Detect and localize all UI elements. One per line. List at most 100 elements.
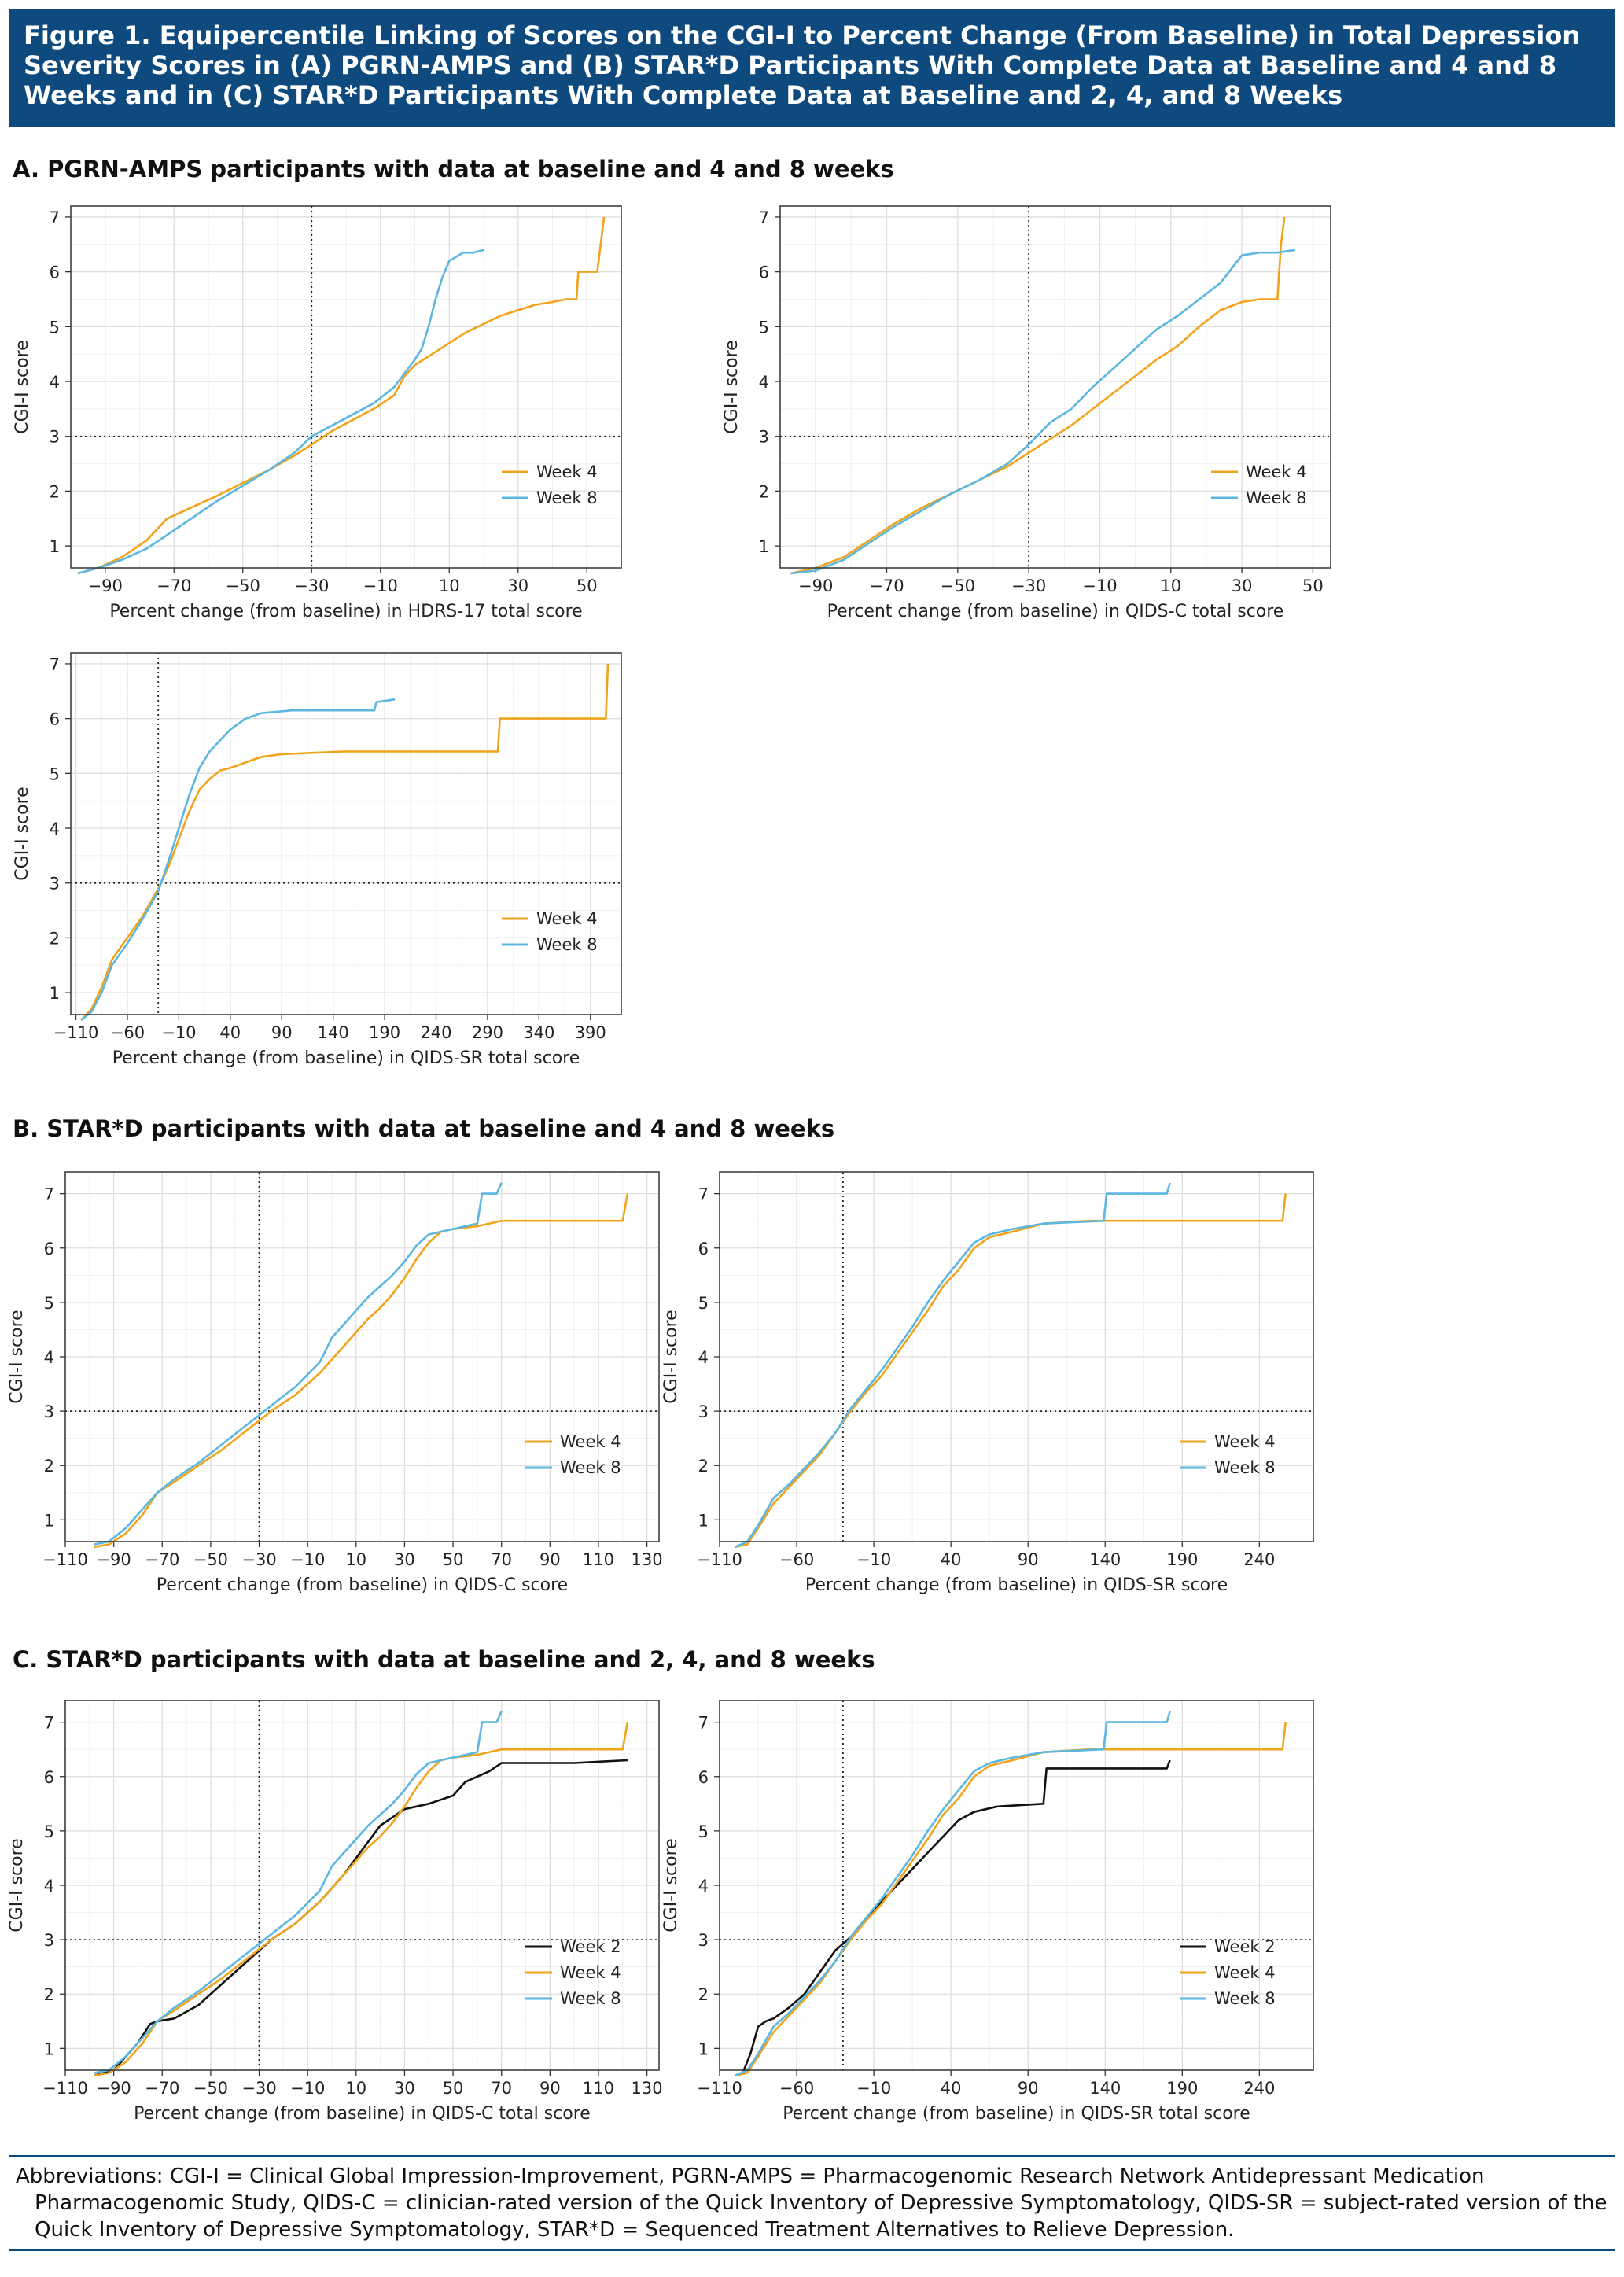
y-tick-label: 7 <box>759 208 769 227</box>
x-tick-label: −90 <box>798 577 833 595</box>
series-line-week-4 <box>77 216 606 575</box>
x-tick-label: 30 <box>394 2079 415 2098</box>
x-tick-label: 30 <box>507 577 528 595</box>
y-tick-label: 7 <box>698 1185 709 1204</box>
y-tick-label: 2 <box>759 482 769 501</box>
y-tick-label: 2 <box>50 929 60 948</box>
y-tick-label: 6 <box>50 710 60 729</box>
y-tick-label: 6 <box>759 263 769 282</box>
plot-border <box>64 1171 660 1542</box>
x-tick-label: 40 <box>941 2079 962 2098</box>
y-tick-label: 6 <box>44 1240 54 1258</box>
x-tick-label: 190 <box>1166 2079 1198 2098</box>
y-tick-label: 5 <box>44 1822 54 1841</box>
x-tick-label: −110 <box>42 2079 88 2098</box>
x-axis-title: Percent change (from baseline) in QIDS-S… <box>805 1575 1228 1595</box>
x-tick-label: 110 <box>583 2079 614 2098</box>
plot-border <box>70 652 622 1015</box>
x-tick-label: 110 <box>583 1550 614 1569</box>
x-tick-label: −70 <box>869 577 904 595</box>
plot-border <box>64 1700 660 2071</box>
y-axis-title: CGI-I score <box>661 1310 681 1403</box>
series-line-week-4 <box>735 1193 1287 1549</box>
x-tick-label: 10 <box>345 2079 366 2098</box>
plot-border <box>70 205 622 569</box>
legend-label: Week 2 <box>560 1937 621 1956</box>
x-axis-title: Percent change (from baseline) in QIDS-S… <box>783 2104 1250 2124</box>
x-tick-label: 30 <box>394 1550 415 1569</box>
x-tick-label: 10 <box>1160 577 1181 595</box>
y-tick-label: 2 <box>44 1985 54 2004</box>
x-tick-label: 10 <box>345 1550 366 1569</box>
legend-label: Week 8 <box>560 1458 621 1477</box>
y-tick-label: 1 <box>44 1511 54 1530</box>
y-tick-label: 3 <box>44 1402 54 1421</box>
x-tick-label: −60 <box>779 1550 814 1569</box>
y-tick-label: 4 <box>50 373 60 392</box>
x-tick-label: 30 <box>1232 577 1253 595</box>
series-line-week-4 <box>80 663 609 1021</box>
x-tick-label: 140 <box>1089 1550 1121 1569</box>
footnote-text: Abbreviations: CGI-I = Clinical Global I… <box>16 2165 1607 2242</box>
chart-a-qidsc: −90 −70 −50 −30 −10 10 30 50 1 2 3 4 5 6 7 Percent chan… <box>722 205 1331 621</box>
y-tick-label: 2 <box>50 482 60 501</box>
series-line-week-2 <box>94 1759 628 2077</box>
y-tick-label: 4 <box>698 1877 709 1896</box>
x-tick-label: −60 <box>779 2079 814 2098</box>
y-tick-label: 7 <box>44 1714 54 1733</box>
x-axis-title: Percent change (from baseline) in QIDS-C… <box>157 1575 568 1595</box>
y-axis-title: CGI-I score <box>7 1310 27 1403</box>
series-line-week-4 <box>790 216 1286 575</box>
y-tick-label: 5 <box>44 1294 54 1313</box>
chart-c-qidssr: −110 −60 −10 40 90 140 190 240 1 2 3 4 5 6 7 Percent ch… <box>661 1700 1314 2124</box>
series-line-week-4 <box>94 1193 629 1549</box>
figure-title: Figure 1. Equipercentile Linking of Scor… <box>9 9 1615 127</box>
y-tick-label: 2 <box>698 1457 709 1476</box>
x-tick-label: 190 <box>369 1023 400 1042</box>
y-axis-title: CGI-I score <box>7 1838 27 1932</box>
x-tick-label: 130 <box>632 2079 663 2098</box>
y-tick-label: 1 <box>50 984 60 1003</box>
series-line-week-8 <box>735 1182 1171 1549</box>
x-tick-label: −10 <box>290 1550 325 1569</box>
y-tick-label: 1 <box>50 537 60 556</box>
x-tick-label: −90 <box>96 2079 131 2098</box>
x-tick-label: 10 <box>439 577 460 595</box>
x-tick-label: −110 <box>42 1550 88 1569</box>
x-tick-label: −50 <box>193 2079 228 2098</box>
x-tick-label: −50 <box>226 577 260 595</box>
y-tick-label: 3 <box>50 428 60 447</box>
x-tick-label: −10 <box>363 577 398 595</box>
y-tick-label: 4 <box>759 373 769 392</box>
y-tick-label: 6 <box>698 1240 709 1258</box>
y-axis-title: CGI-I score <box>722 340 742 433</box>
x-tick-label: −30 <box>241 2079 276 2098</box>
y-tick-label: 6 <box>698 1768 709 1787</box>
x-tick-label: −110 <box>697 1550 742 1569</box>
x-tick-label: −30 <box>241 1550 276 1569</box>
y-tick-label: 6 <box>44 1768 54 1787</box>
legend-label: Week 4 <box>1214 1963 1276 1982</box>
chart-a-hdrs17: −90 −70 −50 −30 −10 10 30 50 1 2 3 4 5 6 7 Percent chan… <box>13 205 622 621</box>
plot-border <box>779 205 1331 569</box>
x-tick-label: 90 <box>1018 2079 1039 2098</box>
x-tick-label: 70 <box>491 1550 512 1569</box>
x-axis-title: Percent change (from baseline) in HDRS-1… <box>109 602 582 621</box>
y-tick-label: 4 <box>50 820 60 838</box>
x-tick-label: −70 <box>157 577 191 595</box>
x-tick-label: 240 <box>1243 2079 1275 2098</box>
x-tick-label: −70 <box>145 1550 179 1569</box>
x-tick-label: −10 <box>856 2079 891 2098</box>
plot-border <box>719 1700 1314 2071</box>
x-tick-label: 50 <box>443 2079 464 2098</box>
x-tick-label: −30 <box>1011 577 1046 595</box>
x-tick-label: 390 <box>575 1023 606 1042</box>
x-tick-label: 240 <box>420 1023 451 1042</box>
x-tick-label: −70 <box>145 2079 179 2098</box>
y-tick-label: 3 <box>759 428 769 447</box>
x-tick-label: −110 <box>697 2079 742 2098</box>
y-tick-label: 6 <box>50 263 60 282</box>
plot-border <box>719 1171 1314 1542</box>
y-tick-label: 3 <box>50 875 60 893</box>
x-tick-label: 190 <box>1166 1550 1198 1569</box>
